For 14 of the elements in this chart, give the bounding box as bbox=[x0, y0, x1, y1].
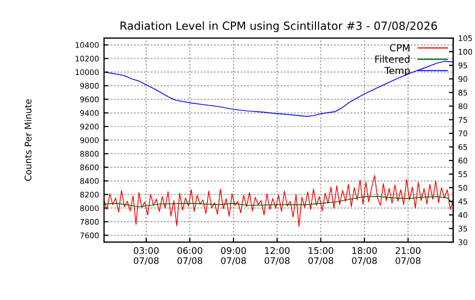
x-tick-label: 18:00 07/08 bbox=[352, 247, 377, 265]
x-tick-label: 09:00 07/08 bbox=[221, 247, 246, 265]
x-tick-label: 06:00 07/08 bbox=[177, 247, 202, 265]
legend-label: Temp bbox=[384, 66, 410, 76]
y-axis-title: Counts Per Minute bbox=[24, 99, 32, 181]
line-series bbox=[104, 175, 454, 227]
legend-label: Filtered bbox=[375, 55, 410, 63]
x-tick-label: 15:00 07/08 bbox=[308, 247, 334, 265]
x-tick-label: 03:00 07/08 bbox=[134, 247, 159, 265]
x-tick-label: 12:00 07/08 bbox=[264, 247, 290, 265]
legend-label: CPM bbox=[390, 44, 410, 52]
line-series bbox=[104, 196, 454, 208]
x-tick-label: 21:00 07/08 bbox=[396, 247, 420, 265]
chart-title: Radiation Level in CPM using Scintillator #3 - 07/08/2026 bbox=[120, 21, 437, 32]
